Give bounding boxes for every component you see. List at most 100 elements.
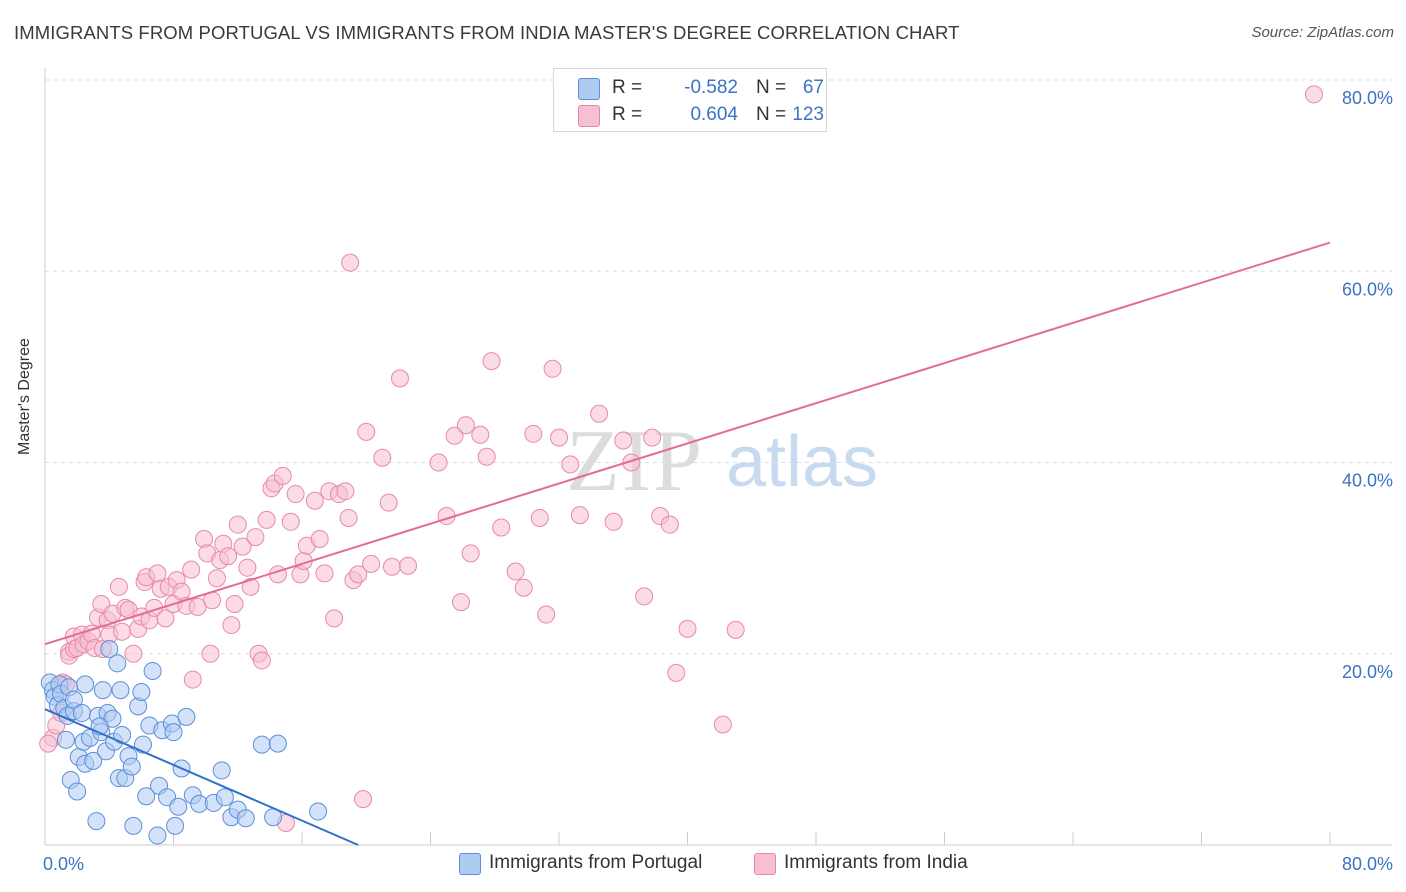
india-point bbox=[561, 455, 580, 474]
portugal-point bbox=[56, 730, 75, 749]
portugal-point bbox=[166, 816, 185, 835]
india-point bbox=[614, 431, 633, 450]
portugal-point bbox=[309, 802, 328, 821]
portugal-point bbox=[122, 757, 141, 776]
india-point bbox=[109, 577, 128, 596]
india-point bbox=[590, 404, 609, 423]
portugal-point bbox=[68, 782, 87, 801]
portugal-point bbox=[164, 723, 183, 742]
portugal-point bbox=[169, 797, 188, 816]
correlation-legend: R = -0.582 N = 67 R = 0.604 N = 123 bbox=[553, 68, 827, 132]
portugal-legend-label: Immigrants from Portugal bbox=[489, 852, 703, 873]
india-point bbox=[305, 491, 324, 510]
portugal-point bbox=[132, 683, 151, 701]
india-point bbox=[228, 515, 247, 534]
portugal-point bbox=[133, 735, 152, 754]
portugal-point bbox=[252, 735, 271, 754]
india-point bbox=[643, 428, 662, 447]
india-point bbox=[550, 428, 568, 447]
india-point bbox=[362, 554, 381, 573]
y-axis-label: Master's Degree bbox=[16, 338, 33, 455]
portugal-point bbox=[268, 734, 287, 753]
india-point bbox=[315, 564, 334, 583]
portugal-point bbox=[84, 751, 103, 770]
portugal-point bbox=[148, 826, 167, 845]
legend-n-label: N = bbox=[756, 77, 787, 98]
portugal-point bbox=[177, 707, 196, 726]
india-n-value: 123 bbox=[792, 104, 824, 125]
india-point bbox=[452, 593, 471, 612]
india-point bbox=[201, 644, 220, 663]
india-point bbox=[543, 359, 562, 378]
india-point bbox=[482, 352, 501, 371]
india-point bbox=[461, 544, 480, 563]
chart-title: IMMIGRANTS FROM PORTUGAL VS IMMIGRANTS F… bbox=[14, 22, 960, 43]
portugal-point bbox=[236, 809, 255, 828]
portugal-n-value: 67 bbox=[802, 77, 824, 98]
india-point bbox=[713, 715, 732, 734]
india-trend-line bbox=[44, 241, 1331, 646]
y-tick-label: 20.0% bbox=[1342, 662, 1393, 682]
india-point bbox=[373, 448, 392, 467]
india-legend-label: Immigrants from India bbox=[784, 852, 968, 873]
india-point bbox=[325, 609, 344, 628]
india-point bbox=[667, 663, 686, 682]
portugal-point bbox=[100, 639, 119, 658]
india-point bbox=[382, 557, 401, 576]
india-point bbox=[604, 512, 623, 531]
india-r-value: 0.604 bbox=[690, 104, 738, 125]
portugal-swatch bbox=[578, 78, 600, 100]
india-point bbox=[246, 528, 265, 547]
india-point bbox=[252, 651, 271, 670]
portugal-point bbox=[111, 681, 130, 700]
portugal-point bbox=[212, 761, 231, 780]
legend-r-label: R = bbox=[612, 77, 643, 98]
india-point bbox=[477, 447, 496, 466]
india-point bbox=[225, 595, 244, 614]
india-point bbox=[286, 485, 305, 504]
india-point bbox=[456, 416, 475, 435]
india-point bbox=[182, 560, 201, 579]
india-point bbox=[219, 547, 238, 566]
portugal-point bbox=[72, 704, 91, 723]
portugal-r-value: -0.582 bbox=[684, 77, 738, 98]
india-point bbox=[233, 537, 252, 556]
watermark-atlas: atlas bbox=[726, 422, 878, 502]
tick-labels: 80.0% 60.0% 40.0% 20.0% 0.0% 80.0% bbox=[43, 88, 1393, 874]
india-point bbox=[429, 453, 448, 472]
portugal-point bbox=[108, 654, 127, 673]
india-point bbox=[339, 508, 358, 527]
india-point bbox=[445, 426, 464, 445]
india-point bbox=[570, 506, 589, 525]
portugal-point bbox=[137, 787, 156, 806]
india-point bbox=[514, 578, 533, 597]
india-point bbox=[530, 508, 549, 527]
india-point bbox=[678, 619, 697, 638]
portugal-point bbox=[124, 816, 143, 835]
portugal-point bbox=[76, 675, 95, 694]
y-tick-label: 40.0% bbox=[1342, 471, 1393, 491]
india-point bbox=[222, 616, 241, 635]
india-point bbox=[635, 587, 654, 606]
portugal-legend-swatch bbox=[459, 853, 481, 875]
portugal-trend-line bbox=[44, 708, 359, 846]
india-point bbox=[357, 422, 376, 441]
portugal-point bbox=[93, 681, 112, 700]
india-point bbox=[39, 734, 58, 753]
india-point bbox=[113, 622, 132, 641]
india-swatch bbox=[578, 105, 600, 127]
x-tick-label-min: 0.0% bbox=[43, 854, 84, 874]
india-point bbox=[524, 424, 543, 443]
india-point bbox=[399, 556, 418, 575]
portugal-point bbox=[87, 812, 106, 831]
india-point bbox=[156, 609, 175, 628]
india-series bbox=[39, 85, 1323, 833]
india-point bbox=[310, 530, 329, 548]
india-point bbox=[241, 577, 260, 596]
india-point bbox=[537, 605, 556, 624]
india-point bbox=[622, 453, 641, 472]
portugal-point bbox=[215, 788, 234, 807]
india-point bbox=[349, 565, 368, 584]
trend-lines bbox=[44, 241, 1331, 846]
